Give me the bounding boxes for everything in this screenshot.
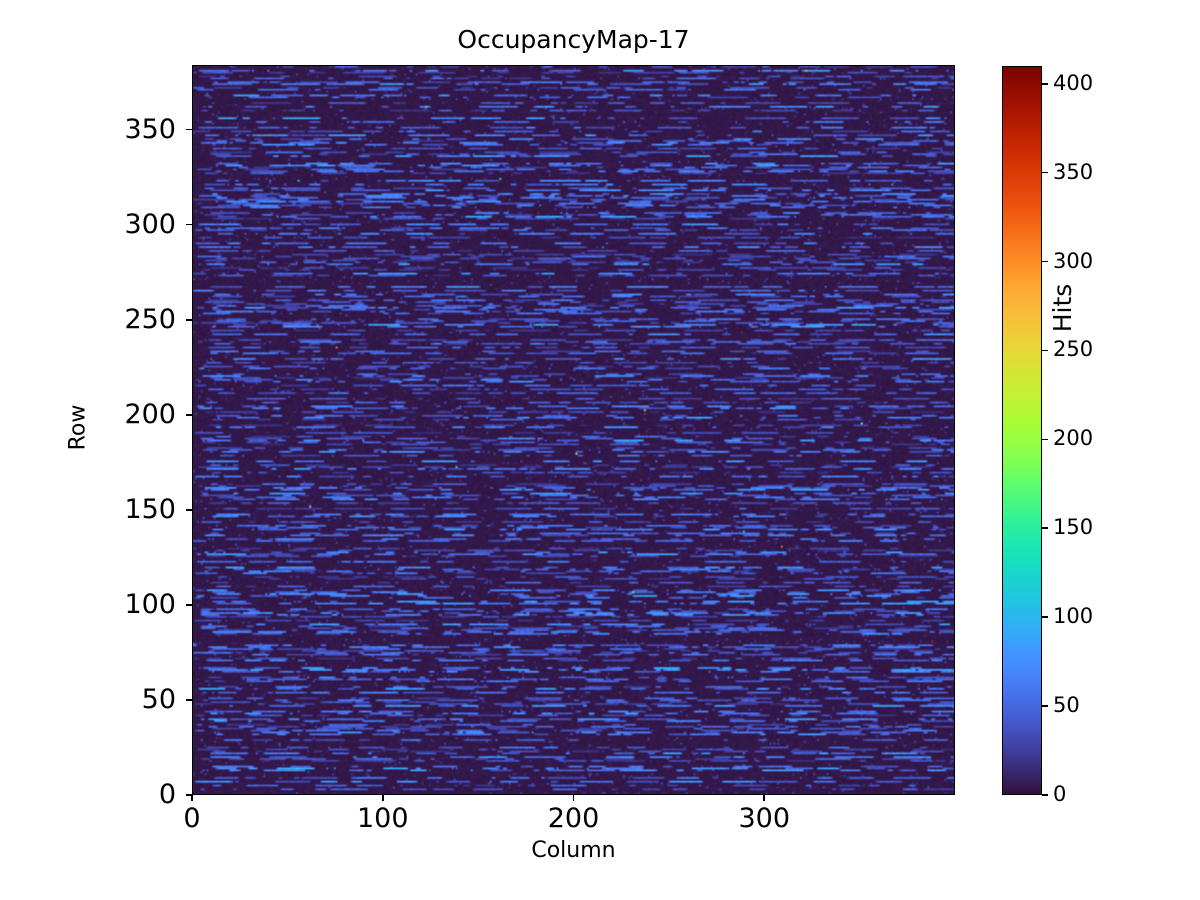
page-title: OccupancyMap-17	[457, 25, 690, 54]
y-tick-label: 200	[124, 398, 176, 430]
y-tick-mark	[186, 128, 192, 131]
colorbar-tick-label: 50	[1053, 693, 1080, 718]
y-tick-mark	[186, 604, 192, 606]
x-tick-label: 100	[356, 803, 409, 834]
y-tick-label: 350	[124, 113, 176, 145]
x-tick-mark	[572, 795, 575, 801]
colorbar-tick-label: 300	[1053, 248, 1094, 273]
y-tick-mark	[186, 509, 192, 511]
y-tick-mark	[186, 699, 192, 701]
x-tick-label: 300	[738, 803, 791, 834]
colorbar-tick-mark	[1042, 705, 1048, 707]
colorbar-tick-mark	[1042, 82, 1048, 85]
colorbar-tick-label: 0	[1053, 782, 1067, 806]
y-tick-label: 250	[124, 303, 176, 335]
heatmap-plot-area[interactable]	[192, 65, 955, 795]
colorbar-tick-label: 250	[1053, 337, 1094, 362]
x-tick-mark	[191, 795, 193, 801]
colorbar-tick-label: 400	[1053, 70, 1094, 95]
colorbar-tick-mark	[1042, 438, 1048, 441]
colorbar-tick-mark	[1042, 794, 1048, 796]
x-tick-mark	[381, 795, 384, 801]
y-tick-mark	[186, 223, 192, 226]
colorbar-tick-mark	[1042, 260, 1048, 263]
colorbar-tick-mark	[1042, 616, 1048, 618]
colorbar-label: Hits	[1048, 283, 1077, 333]
colorbar-tick-label: 350	[1053, 159, 1094, 184]
colorbar[interactable]	[1002, 66, 1042, 795]
y-tick-mark	[186, 413, 192, 416]
y-tick-label: 300	[124, 208, 176, 240]
y-tick-label: 100	[124, 588, 176, 620]
colorbar-gradient	[1003, 67, 1041, 794]
y-tick-mark	[186, 318, 192, 321]
y-tick-label: 50	[141, 683, 176, 715]
x-tick-label: 200	[547, 803, 600, 834]
x-tick-mark	[763, 795, 766, 801]
x-tick-label: 0	[183, 803, 201, 834]
y-tick-label: 150	[124, 493, 176, 525]
colorbar-tick-label: 100	[1053, 604, 1094, 629]
y-axis-label: Row	[65, 404, 91, 451]
colorbar-tick-label: 200	[1053, 426, 1094, 451]
colorbar-tick-mark	[1042, 171, 1048, 174]
x-axis-label: Column	[531, 838, 616, 863]
colorbar-tick-mark	[1042, 527, 1048, 530]
y-tick-label: 0	[158, 779, 176, 810]
colorbar-tick-label: 150	[1053, 515, 1094, 540]
colorbar-tick-mark	[1042, 349, 1048, 352]
y-tick-mark	[186, 794, 192, 796]
occupancy-heatmap-image	[193, 66, 954, 794]
